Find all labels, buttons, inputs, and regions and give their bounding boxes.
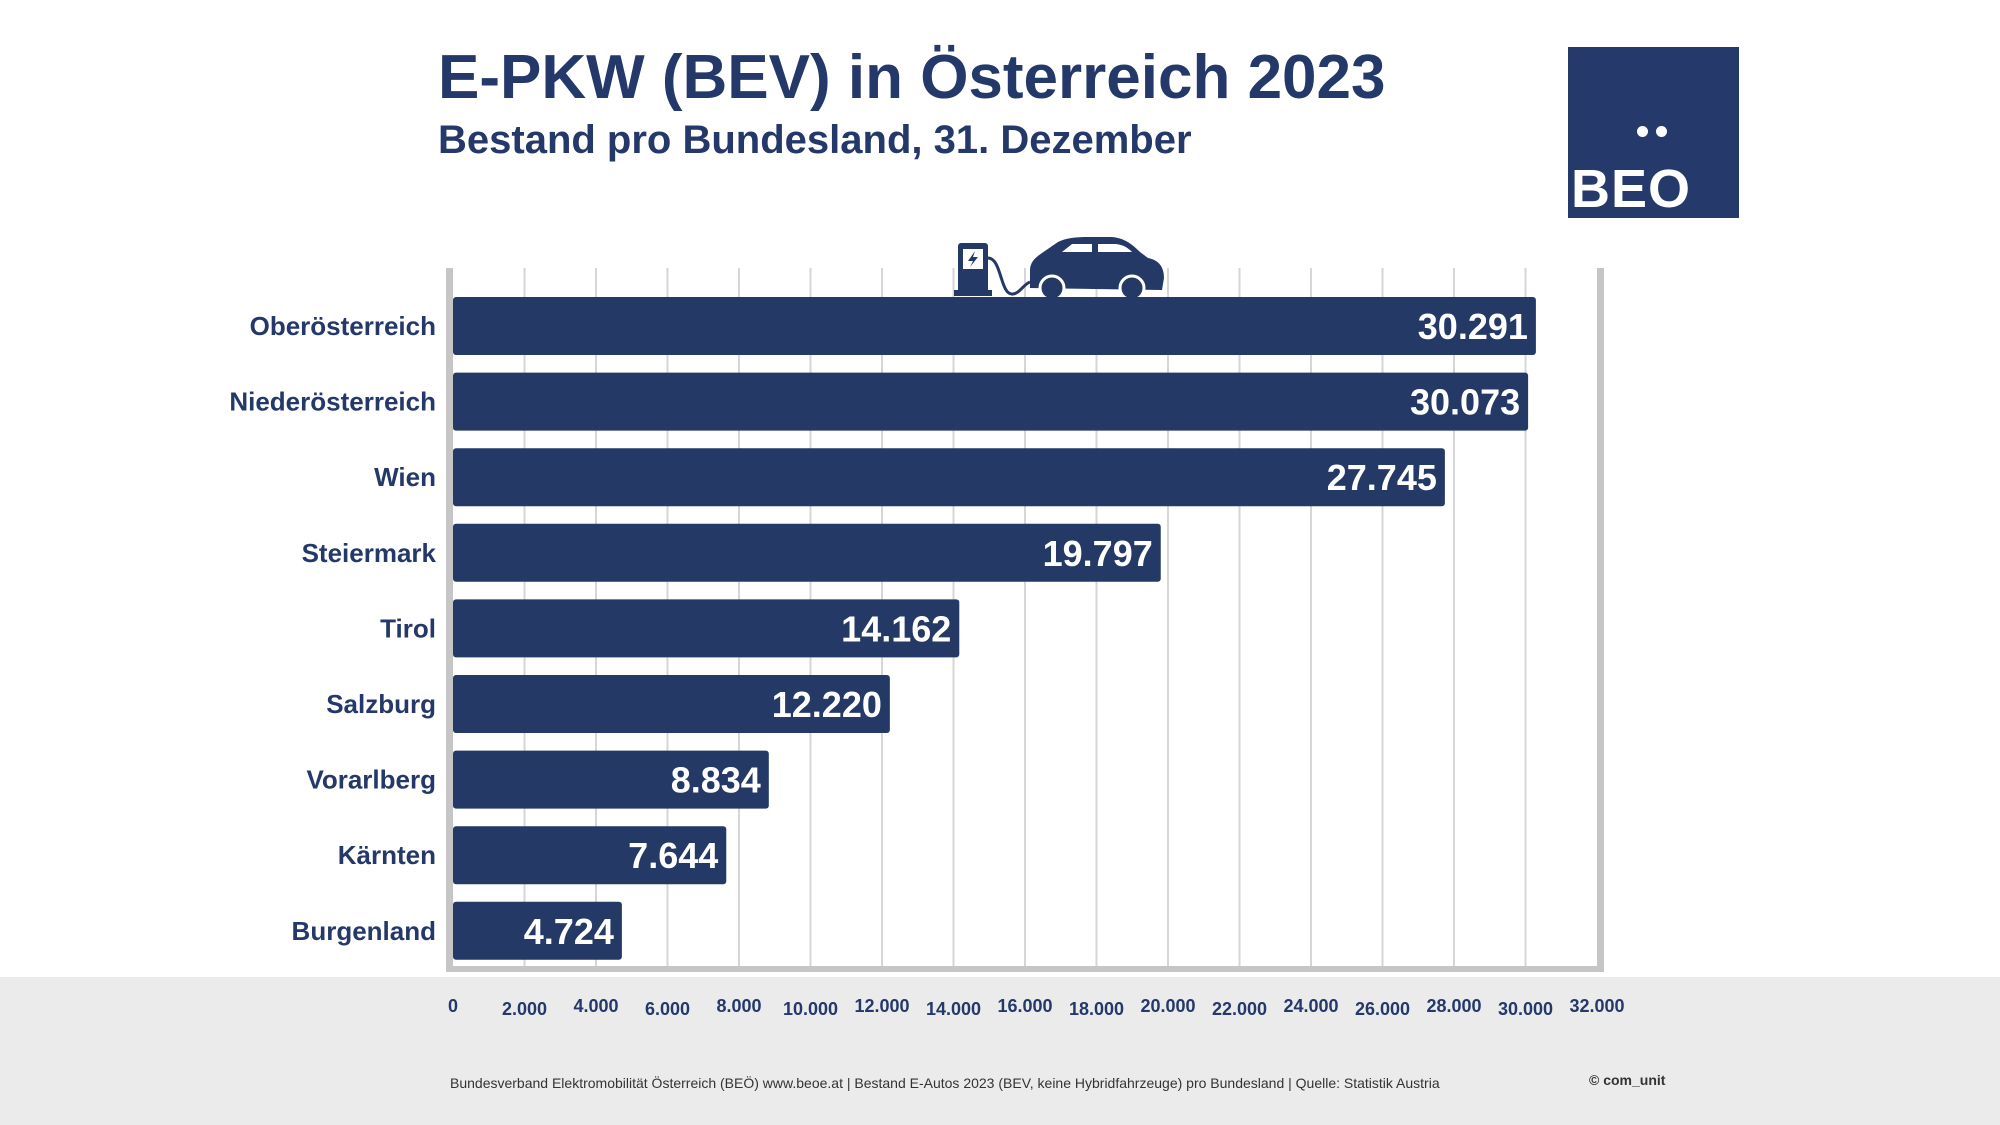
charging-station-icon <box>954 243 1031 296</box>
chart-decoration <box>954 237 1164 302</box>
bars <box>453 297 1536 960</box>
bar-value-label: 14.162 <box>841 608 951 649</box>
bar-value-label: 4.724 <box>524 911 614 952</box>
logo-dot <box>1637 126 1648 137</box>
x-tick-label: 6.000 <box>645 999 690 1019</box>
bar <box>453 599 960 658</box>
page-title: E-PKW (BEV) in Österreich 2023 <box>438 43 1386 112</box>
bar-value-label: 12.220 <box>772 684 882 725</box>
category-label: Salzburg <box>326 689 436 719</box>
category-label: Wien <box>374 462 436 492</box>
x-tick-label: 14.000 <box>926 999 981 1019</box>
category-label: Steiermark <box>302 538 437 568</box>
footer-band <box>0 977 2000 1125</box>
bar <box>453 448 1445 507</box>
y-axis-line <box>446 268 453 972</box>
copyright: © com_unit <box>1589 1072 1666 1088</box>
bar <box>453 826 727 885</box>
category-label: Tirol <box>380 613 436 643</box>
category-label: Niederösterreich <box>229 387 436 417</box>
x-tick-label: 2.000 <box>502 999 547 1019</box>
bar <box>453 901 622 960</box>
page-subtitle: Bestand pro Bundesland, 31. Dezember <box>438 118 1192 162</box>
logo-text: BEO <box>1571 159 1692 219</box>
bar <box>453 750 769 809</box>
axis-frame <box>446 268 1604 972</box>
x-tick-label: 0 <box>448 996 458 1016</box>
footer-source: Bundesverband Elektromobilität Österreic… <box>450 1075 1440 1091</box>
x-tick-label: 10.000 <box>783 999 838 1019</box>
x-tick-label: 24.000 <box>1283 996 1338 1016</box>
bar <box>453 523 1161 582</box>
category-label: Vorarlberg <box>306 765 436 795</box>
x-tick-label: 20.000 <box>1140 996 1195 1016</box>
x-tick-label: 28.000 <box>1426 996 1481 1016</box>
x-tick-label: 32.000 <box>1569 996 1624 1016</box>
category-label: Kärnten <box>338 840 436 870</box>
x-tick-label: 26.000 <box>1355 999 1410 1019</box>
bar <box>453 372 1529 431</box>
bar <box>453 675 890 733</box>
category-labels: Oberösterreich Niederösterreich Wien Steier… <box>229 311 436 946</box>
logo-dot <box>1656 126 1667 137</box>
x-tick-label: 12.000 <box>854 996 909 1016</box>
bar-value-label: 27.745 <box>1327 457 1437 498</box>
value-labels: 30.291 30.073 27.745 19.797 14.162 12.220 8.83… <box>524 306 1528 952</box>
category-label: Oberösterreich <box>250 311 436 341</box>
x-tick-label: 22.000 <box>1212 999 1267 1019</box>
x-tick-labels: 0 2.000 4.000 6.000 8.000 10.000 12.000 14.000 1… <box>448 996 1625 1019</box>
bar-value-label: 30.073 <box>1410 382 1520 423</box>
right-frame-line <box>1597 268 1604 972</box>
x-tick-label: 8.000 <box>716 996 761 1016</box>
bar-value-label: 7.644 <box>628 835 718 876</box>
x-tick-label: 4.000 <box>573 996 618 1016</box>
x-tick-label: 30.000 <box>1498 999 1553 1019</box>
bar-value-label: 19.797 <box>1043 533 1153 574</box>
bar-value-label: 8.834 <box>671 760 761 801</box>
category-label: Burgenland <box>292 916 436 946</box>
electric-car-icon <box>1030 237 1164 302</box>
x-tick-label: 16.000 <box>997 996 1052 1016</box>
beo-logo: BEO <box>1568 47 1739 219</box>
x-tick-label: 18.000 <box>1069 999 1124 1019</box>
bar <box>453 297 1536 355</box>
bar-value-label: 30.291 <box>1418 306 1528 347</box>
x-axis-line <box>446 966 1604 972</box>
